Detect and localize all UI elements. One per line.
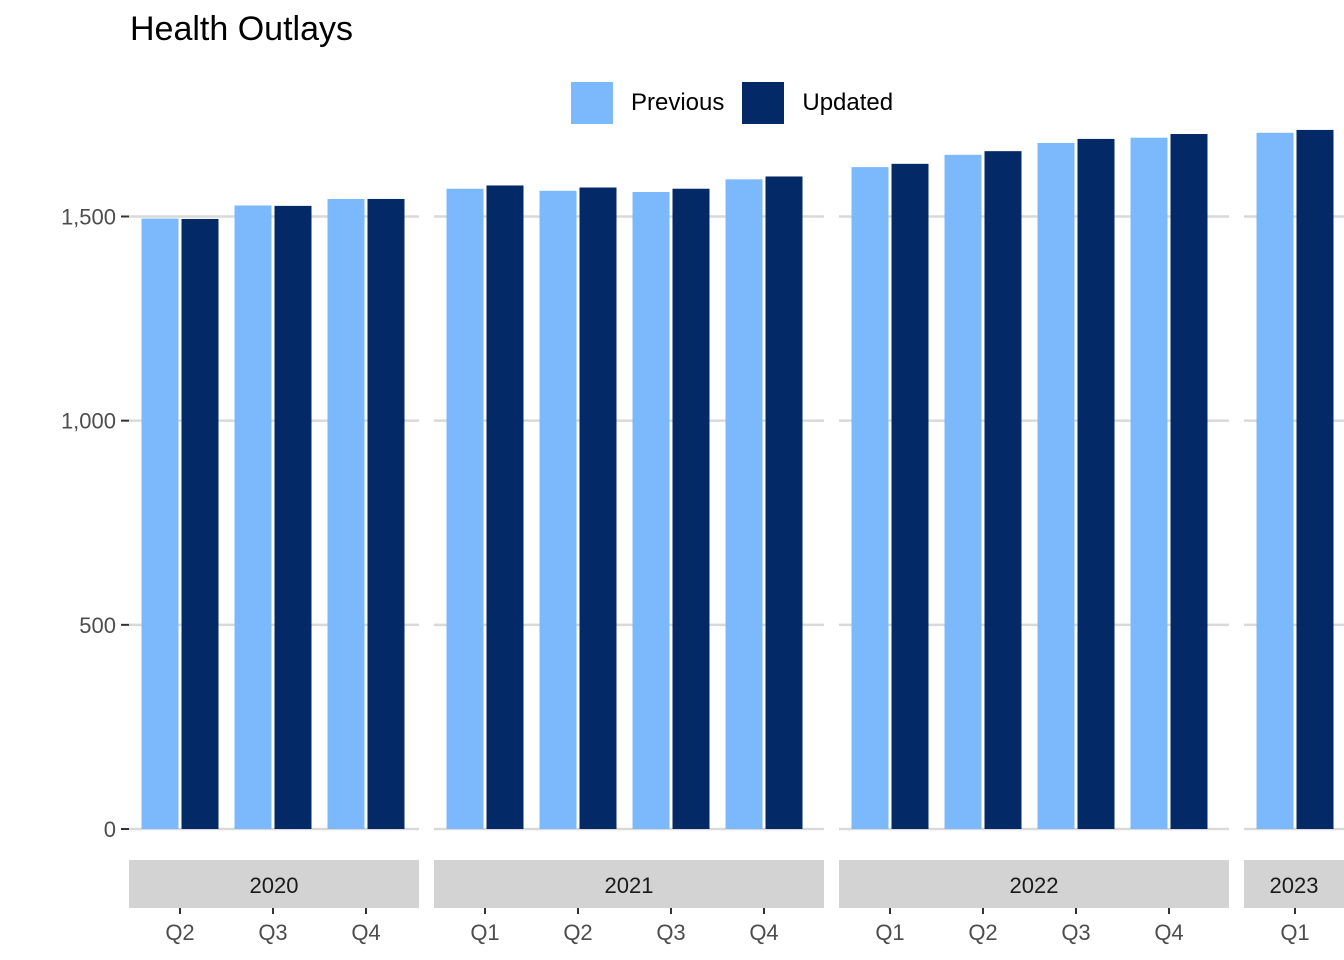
facet-strip-label: 2021 (605, 873, 654, 898)
bar-updated (274, 205, 312, 830)
x-tick-label: Q4 (351, 920, 380, 945)
bar-previous (141, 218, 179, 829)
legend-label-updated: Updated (802, 89, 894, 116)
bar-updated (1077, 138, 1115, 829)
bar-updated (891, 163, 929, 829)
x-tick-label: Q2 (968, 920, 997, 945)
x-tick-label: Q1 (470, 920, 499, 945)
x-tick-label: Q3 (656, 920, 685, 945)
x-tick-label: Q4 (749, 920, 778, 945)
bar-updated (672, 188, 710, 829)
bar-updated (181, 218, 219, 829)
legend-item-updated: Updated (742, 82, 893, 124)
x-tick-label: Q2 (563, 920, 592, 945)
bar-updated (367, 198, 405, 830)
legend: Previous Updated (571, 82, 911, 124)
bar-previous (632, 192, 670, 829)
legend-swatch-previous (571, 82, 613, 124)
facet-strip-label: 2020 (250, 873, 299, 898)
y-tick-label: 0 (104, 817, 116, 842)
bar-updated (486, 185, 524, 829)
bar-updated (765, 176, 803, 829)
bar-updated (1296, 129, 1334, 829)
bar-previous (725, 179, 763, 829)
bar-updated (579, 187, 617, 830)
legend-label-previous: Previous (631, 89, 725, 116)
bar-previous (539, 190, 577, 829)
bar-updated (984, 151, 1022, 829)
x-tick-label: Q4 (1154, 920, 1183, 945)
x-tick-label: Q3 (258, 920, 287, 945)
chart-title: Health Outlays (130, 10, 353, 48)
y-tick-label: 1,000 (61, 409, 116, 434)
facet-strip-label: 2022 (1010, 873, 1059, 898)
x-tick-label: Q1 (1280, 920, 1309, 945)
y-tick-label: 500 (79, 613, 116, 638)
bar-previous (851, 167, 889, 829)
y-tick-label: 1,500 (61, 205, 116, 230)
facet-strip (434, 860, 824, 908)
legend-item-previous: Previous (571, 82, 724, 124)
bar-previous (944, 154, 982, 829)
bar-previous (446, 188, 484, 829)
bar-updated (1170, 134, 1208, 829)
x-tick-label: Q2 (165, 920, 194, 945)
facet-strip (1244, 860, 1344, 908)
x-tick-label: Q1 (875, 920, 904, 945)
bar-previous (327, 198, 365, 830)
bar-previous (1037, 143, 1075, 829)
bar-previous (234, 205, 272, 830)
bar-previous (1256, 132, 1294, 829)
facet-strip-label: 2023 (1270, 873, 1319, 898)
facet-strip (839, 860, 1229, 908)
bar-previous (1130, 137, 1168, 830)
facet-strip (129, 860, 419, 908)
x-tick-label: Q3 (1061, 920, 1090, 945)
legend-swatch-updated (742, 82, 785, 124)
